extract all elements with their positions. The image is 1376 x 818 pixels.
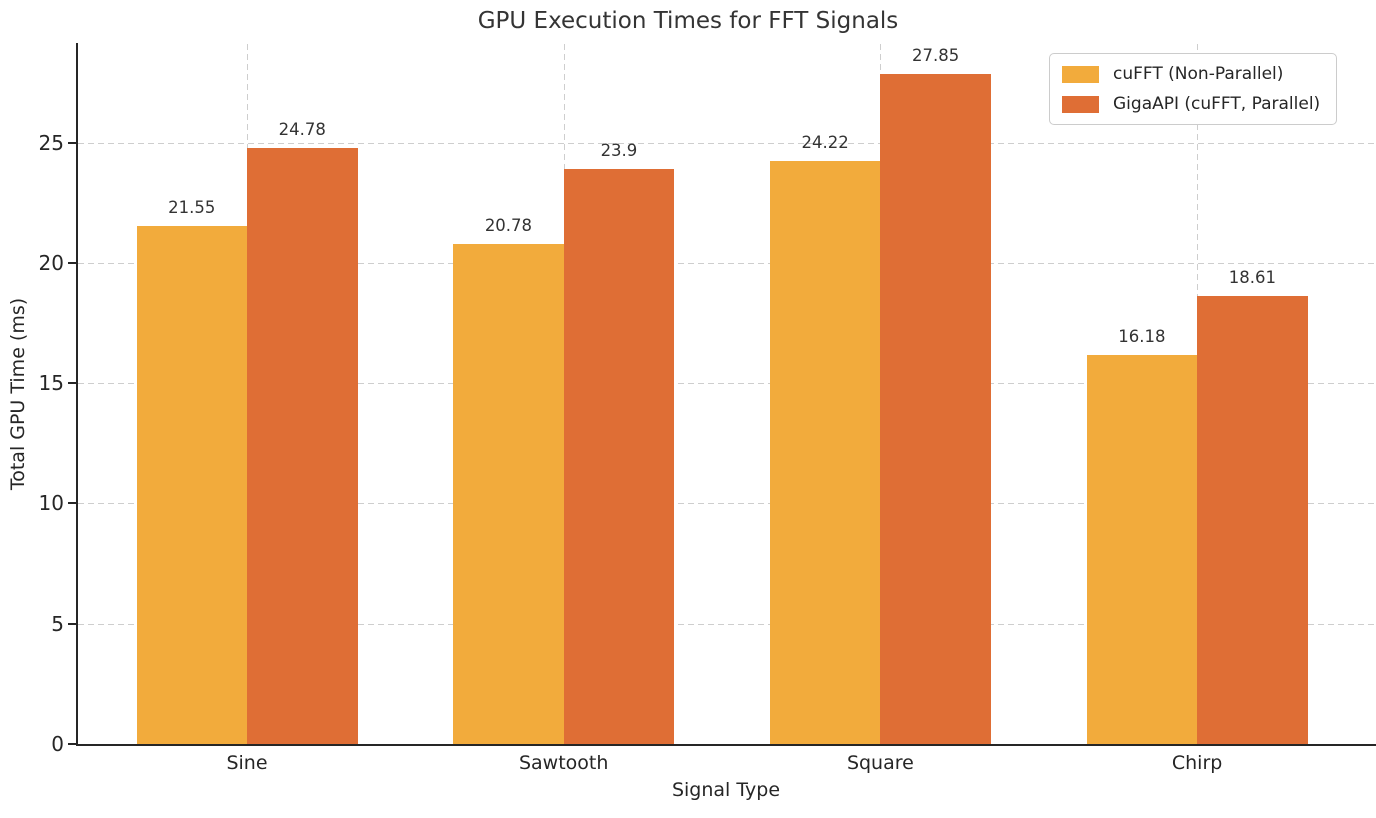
bar-sine-series-1 — [136, 225, 247, 744]
legend-entry: GigaAPI (cuFFT, Parallel) — [1062, 94, 1320, 114]
y-tick-mark — [68, 622, 76, 625]
x-tick-label-chirp: Chirp — [1171, 752, 1223, 774]
y-tick-mark — [68, 502, 76, 505]
y-tick-label: 25 — [38, 130, 64, 155]
bar-chirp-series-1 — [1086, 354, 1198, 744]
bar-value-label: 24.22 — [801, 133, 849, 153]
y-gridline — [78, 503, 1376, 505]
legend-label-series-1: cuFFT (Non-Parallel) — [1113, 64, 1284, 84]
bar-value-label: 16.18 — [1118, 326, 1166, 346]
y-axis-label: Total GPU Time (ms) — [7, 297, 29, 491]
x-tick-label-sawtooth: Sawtooth — [518, 752, 609, 774]
bar-value-label: 20.78 — [484, 216, 533, 236]
y-tick-label: 5 — [51, 611, 64, 636]
y-gridline — [78, 262, 1376, 264]
y-tick-label: 20 — [38, 250, 64, 275]
y-tick-mark — [68, 261, 76, 264]
legend-entry: cuFFT (Non-Parallel) — [1062, 64, 1320, 84]
legend-swatch-series-2 — [1062, 95, 1099, 113]
bar-sine-series-2 — [247, 147, 358, 744]
bar-value-label: 27.85 — [912, 46, 960, 66]
y-tick-mark — [68, 141, 76, 144]
x-tick-label-sine: Sine — [226, 752, 268, 774]
y-gridline — [78, 623, 1376, 625]
bar-sawtooth-series-1 — [453, 244, 564, 744]
x-tick-label-square: Square — [846, 752, 914, 774]
legend-swatch-series-1 — [1062, 65, 1099, 83]
bar-square-series-2 — [880, 74, 991, 744]
y-tick-label: 10 — [38, 491, 64, 516]
bar-value-label: 21.55 — [168, 197, 216, 217]
bar-value-label: 23.9 — [600, 141, 638, 161]
y-gridline — [78, 383, 1376, 385]
y-tick-mark — [68, 743, 76, 745]
bar-value-label: 24.78 — [278, 119, 326, 139]
x-axis-spine — [76, 744, 1376, 746]
y-tick-mark — [68, 382, 76, 385]
y-gridline — [78, 142, 1376, 144]
x-axis-label: Signal Type — [671, 779, 781, 801]
bar-square-series-1 — [769, 161, 881, 744]
bar-sawtooth-series-2 — [563, 169, 675, 744]
y-axis-spine — [76, 43, 78, 746]
y-tick-label: 0 — [51, 732, 64, 756]
chart-title: GPU Execution Times for FFT Signals — [477, 8, 899, 34]
legend: cuFFT (Non-Parallel) GigaAPI (cuFFT, Par… — [1049, 53, 1338, 125]
bar-chirp-series-2 — [1197, 296, 1308, 744]
legend-label-series-2: GigaAPI (cuFFT, Parallel) — [1113, 94, 1321, 114]
y-tick-label: 15 — [38, 371, 64, 396]
bar-value-label: 18.61 — [1228, 268, 1276, 288]
